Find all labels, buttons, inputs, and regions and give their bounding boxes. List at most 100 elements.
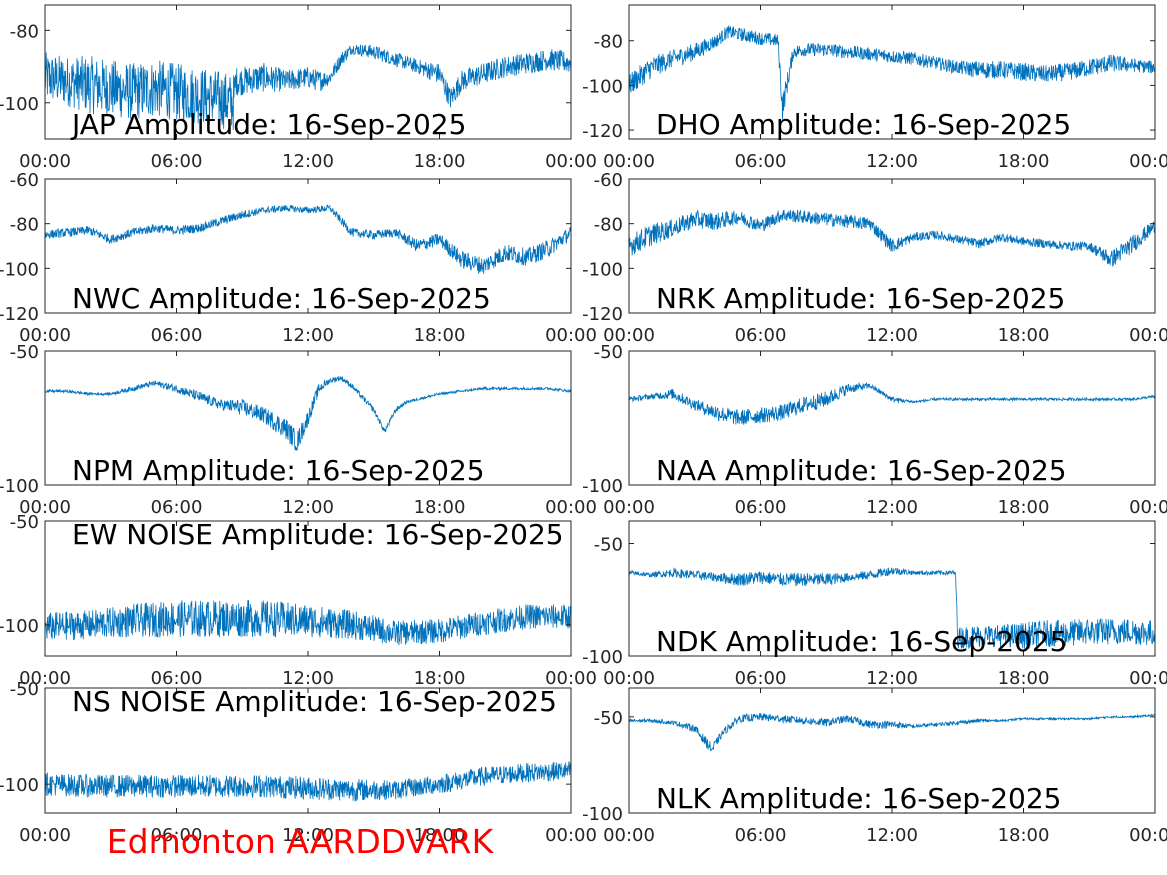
x-tick-label: 18:00 <box>998 497 1050 518</box>
signal-line <box>629 209 1155 267</box>
x-tick-label: 12:00 <box>866 825 918 846</box>
x-tick-label: 06:00 <box>151 151 203 172</box>
panel-title: NLK Amplitude: 16-Sep-2025 <box>656 782 1062 815</box>
y-tick-label: -80 <box>594 32 623 53</box>
y-tick-label: -100 <box>0 259 39 280</box>
x-tick-label: 00:00 <box>603 151 655 172</box>
panel-title: NS NOISE Amplitude: 16-Sep-2025 <box>72 685 557 718</box>
signal-line <box>45 44 571 130</box>
y-tick-label: -120 <box>0 304 39 325</box>
x-tick-label: 06:00 <box>151 497 203 518</box>
x-tick-label: 00:00 <box>545 497 597 518</box>
x-tick-label: 06:00 <box>151 825 203 846</box>
x-tick-label: 00:00 <box>1129 151 1167 172</box>
y-tick-label: -100 <box>582 804 623 825</box>
panel-5: 00:00 06:00 12:00 18:00 00:00 -50 -100 NAA Ampl… <box>582 342 1167 518</box>
x-tick-label: 18:00 <box>998 668 1050 689</box>
x-tick-label: 00:00 <box>19 325 71 346</box>
x-tick-label: 00:00 <box>603 497 655 518</box>
y-tick-label: -50 <box>10 679 39 700</box>
panel-9: 00:00 06:00 12:00 18:00 00:00 -50 -100 NLK Ampl… <box>582 687 1167 846</box>
panel-7: 00:00 06:00 12:00 18:00 00:00 -50 -100 NDK Ampl… <box>582 520 1167 689</box>
y-tick-label: -100 <box>0 775 39 796</box>
x-tick-label: 12:00 <box>866 151 918 172</box>
y-tick-label: -50 <box>594 535 623 556</box>
panel-title: NRK Amplitude: 16-Sep-2025 <box>656 282 1065 315</box>
x-tick-label: 12:00 <box>282 825 334 846</box>
x-tick-label: 00:00 <box>545 325 597 346</box>
x-tick-label: 18:00 <box>998 825 1050 846</box>
x-tick-label: 06:00 <box>151 668 203 689</box>
y-tick-label: -100 <box>582 476 623 497</box>
x-tick-label: 18:00 <box>998 151 1050 172</box>
y-tick-label: -100 <box>0 476 39 497</box>
station-footer: Edmonton AARDDVARK <box>107 822 495 861</box>
panel-1: 00:00 06:00 12:00 18:00 00:00 -80 -100 -120 DHO … <box>582 4 1167 172</box>
x-tick-label: 18:00 <box>414 497 466 518</box>
y-tick-label: -60 <box>594 170 623 191</box>
x-tick-label: 06:00 <box>735 825 787 846</box>
x-tick-label: 00:00 <box>603 825 655 846</box>
signal-line <box>45 375 571 451</box>
x-tick-label: 06:00 <box>735 325 787 346</box>
x-tick-label: 00:00 <box>19 151 71 172</box>
x-tick-label: 00:00 <box>1129 668 1167 689</box>
x-tick-label: 00:00 <box>545 825 597 846</box>
signal-line <box>45 761 571 802</box>
y-tick-label: -80 <box>10 21 39 42</box>
signal-line <box>45 600 571 646</box>
x-tick-label: 00:00 <box>19 497 71 518</box>
panel-title: EW NOISE Amplitude: 16-Sep-2025 <box>72 518 564 551</box>
x-tick-label: 06:00 <box>735 151 787 172</box>
y-tick-label: -50 <box>594 708 623 729</box>
panel-title: NPM Amplitude: 16-Sep-2025 <box>72 454 485 487</box>
signal-line <box>629 567 1155 650</box>
x-tick-label: 06:00 <box>735 668 787 689</box>
panel-title: DHO Amplitude: 16-Sep-2025 <box>656 108 1071 141</box>
x-tick-label: 00:00 <box>1129 497 1167 518</box>
y-tick-label: -100 <box>582 647 623 668</box>
panel-title: JAP Amplitude: 16-Sep-2025 <box>70 108 466 141</box>
x-tick-label: 12:00 <box>282 668 334 689</box>
x-tick-label: 00:00 <box>545 668 597 689</box>
y-tick-label: -100 <box>0 616 39 637</box>
x-tick-label: 00:00 <box>19 668 71 689</box>
panel-title: NDK Amplitude: 16-Sep-2025 <box>656 625 1067 658</box>
panel-6: 00:00 06:00 12:00 18:00 00:00 -50 -100 EW NOISE… <box>0 512 597 689</box>
y-tick-label: -100 <box>582 259 623 280</box>
signal-line <box>45 204 571 274</box>
panel-0: 00:00 06:00 12:00 18:00 00:00 -80 -100 JAP Ampl… <box>0 4 597 172</box>
signal-line <box>629 381 1155 425</box>
panel-2: 00:00 06:00 12:00 18:00 00:00 -60 -80 -100 -120 N… <box>0 170 597 346</box>
x-tick-label: 18:00 <box>414 668 466 689</box>
x-tick-label: 18:00 <box>414 825 466 846</box>
x-tick-label: 12:00 <box>282 497 334 518</box>
x-tick-label: 12:00 <box>282 151 334 172</box>
y-tick-label: -100 <box>0 94 39 115</box>
panel-4: 00:00 06:00 12:00 18:00 00:00 -50 -100 NPM Ampl… <box>0 342 597 518</box>
x-tick-label: 12:00 <box>866 325 918 346</box>
y-tick-label: -100 <box>582 76 623 97</box>
signal-line <box>629 712 1155 752</box>
y-tick-label: -120 <box>582 304 623 325</box>
x-tick-label: 00:00 <box>603 668 655 689</box>
x-tick-label: 06:00 <box>151 325 203 346</box>
x-tick-label: 18:00 <box>414 325 466 346</box>
x-tick-label: 00:00 <box>1129 825 1167 846</box>
y-tick-label: -50 <box>10 512 39 533</box>
panel-title: NAA Amplitude: 16-Sep-2025 <box>656 454 1067 487</box>
x-tick-label: 00:00 <box>1129 325 1167 346</box>
x-tick-label: 00:00 <box>545 151 597 172</box>
panel-title: NWC Amplitude: 16-Sep-2025 <box>72 282 491 315</box>
y-tick-label: -80 <box>594 215 623 236</box>
x-tick-label: 12:00 <box>282 325 334 346</box>
y-tick-label: -50 <box>10 342 39 363</box>
y-tick-label: -120 <box>582 121 623 142</box>
y-tick-label: -50 <box>594 342 623 363</box>
y-tick-label: -60 <box>10 170 39 191</box>
panel-3: 00:00 06:00 12:00 18:00 00:00 -60 -80 -100 -120 N… <box>582 170 1167 346</box>
x-tick-label: 12:00 <box>866 497 918 518</box>
panel-8: 00:00 06:00 12:00 18:00 00:00 -50 -100 NS NOISE… <box>0 679 597 846</box>
signal-line <box>629 25 1155 120</box>
